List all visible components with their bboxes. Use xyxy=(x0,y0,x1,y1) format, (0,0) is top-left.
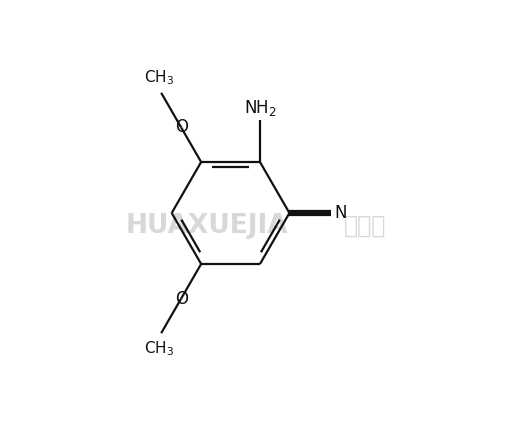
Text: O: O xyxy=(175,290,188,308)
Text: CH$_3$: CH$_3$ xyxy=(144,68,174,86)
Text: CH$_3$: CH$_3$ xyxy=(144,340,174,358)
Text: N: N xyxy=(335,204,347,222)
Text: 化学加: 化学加 xyxy=(344,213,386,238)
Text: O: O xyxy=(175,118,188,136)
Text: HUAXUEJIA: HUAXUEJIA xyxy=(125,213,288,239)
Text: NH$_2$: NH$_2$ xyxy=(244,98,276,118)
